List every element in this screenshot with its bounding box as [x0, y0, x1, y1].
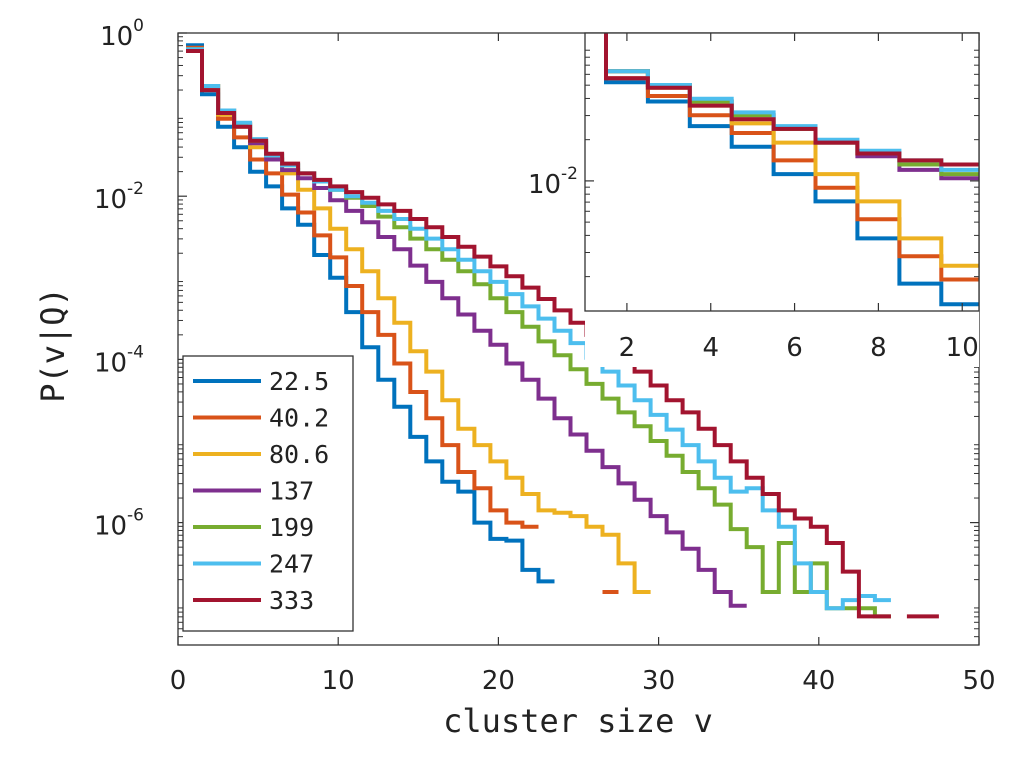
- y-tick-label: 10-6: [94, 506, 144, 542]
- y-tick-label: 10-2: [94, 179, 144, 215]
- legend-label-22-5: 22.5: [269, 367, 329, 396]
- x-tick-label: 50: [962, 666, 995, 696]
- legend-label-199: 199: [269, 513, 314, 542]
- y-tick-label: 10-4: [94, 342, 144, 378]
- x-tick-label: 4: [702, 333, 719, 363]
- x-tick-label: 6: [786, 333, 803, 363]
- x-tick-label: 8: [870, 333, 887, 363]
- x-tick-label: 40: [802, 666, 835, 696]
- legend-label-40-2: 40.2: [269, 404, 329, 433]
- inset-label-band: [585, 311, 979, 367]
- series-333-line: [186, 49, 939, 619]
- x-tick-label: 10: [946, 333, 979, 363]
- x-tick-label: 10: [322, 666, 355, 696]
- plot-area: [585, 33, 979, 311]
- y-tick-label: 100: [100, 16, 144, 52]
- x-tick-label: 20: [482, 666, 515, 696]
- legend-label-137: 137: [269, 477, 314, 506]
- legend-label-333: 333: [269, 586, 314, 615]
- series-333-line: [604, 33, 979, 167]
- legend-label-80-6: 80.6: [269, 440, 329, 469]
- x-tick-label: 30: [642, 666, 675, 696]
- legend-label-247: 247: [269, 550, 314, 579]
- x-tick-label: 2: [619, 333, 636, 363]
- y-tick-label: 10-2: [528, 164, 578, 200]
- y-axis-label: P(v|Q): [34, 287, 72, 403]
- legend-box: [182, 355, 354, 632]
- inset-plot: 2 4 6 8 10 10-2: [528, 32, 980, 367]
- plot-frame: [584, 32, 980, 312]
- x-axis-label: cluster size v: [443, 702, 713, 740]
- x-tick-label: 0: [170, 666, 187, 696]
- legend: 22.5 40.2 80.6 137 199 247 333: [182, 355, 354, 632]
